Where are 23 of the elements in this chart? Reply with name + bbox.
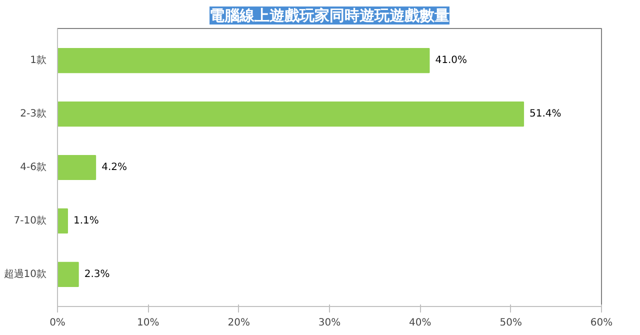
x-tick-label: 40%: [409, 318, 432, 328]
data-label: 51.4%: [530, 108, 562, 120]
x-tick-label: 30%: [318, 318, 341, 328]
y-tick-label: 7-10款: [14, 215, 47, 226]
data-label: 2.3%: [84, 268, 110, 280]
y-tick-label: 2-3款: [20, 108, 47, 120]
chart-title: 電腦線上遊戲玩家同時遊玩遊戲數量: [210, 6, 450, 24]
data-label: 41.0%: [435, 55, 468, 66]
y-tick-label: 4-6款: [20, 162, 47, 173]
bar: [58, 102, 524, 127]
x-tick-label: 60%: [590, 318, 613, 328]
bar: [58, 208, 68, 234]
x-tick-label: 10%: [137, 318, 160, 328]
bar: [58, 262, 79, 287]
y-tick-label: 超過10款: [4, 268, 47, 280]
data-label: 1.1%: [73, 215, 99, 226]
data-label: 4.2%: [102, 162, 127, 173]
x-tick-label: 0%: [50, 318, 66, 328]
y-tick-label: 1款: [30, 55, 47, 66]
x-tick-label: 20%: [228, 318, 250, 328]
bar: [58, 48, 430, 74]
bar: [58, 154, 96, 180]
x-tick-label: 50%: [500, 318, 522, 328]
